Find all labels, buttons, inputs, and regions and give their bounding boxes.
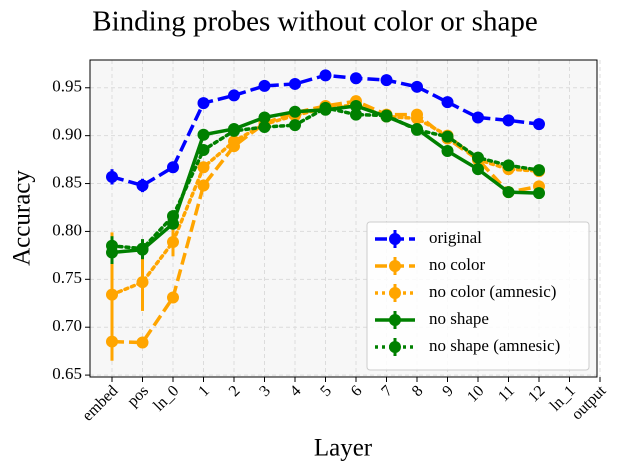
point <box>136 242 149 255</box>
point <box>136 336 149 349</box>
point <box>319 101 332 114</box>
point <box>350 108 362 121</box>
x-tick-label: 12 <box>525 382 548 405</box>
x-tick-label: 6 <box>348 382 366 400</box>
point <box>167 161 179 174</box>
point <box>197 161 210 174</box>
point <box>411 112 423 125</box>
point <box>502 114 515 127</box>
point <box>106 239 118 252</box>
x-tick-label: 2 <box>226 382 244 400</box>
y-tick-label: 0.70 <box>52 316 82 335</box>
point <box>136 276 149 289</box>
y-tick-label: 0.65 <box>52 364 82 383</box>
point <box>197 97 210 110</box>
point <box>350 99 362 112</box>
x-tick-label: pos <box>124 382 152 410</box>
legend-marker <box>389 233 401 245</box>
point <box>411 123 423 136</box>
point <box>533 164 545 177</box>
point <box>258 111 271 124</box>
point <box>167 291 179 304</box>
legend-box <box>366 221 590 371</box>
y-tick-label: 0.90 <box>52 125 82 144</box>
point <box>228 135 240 148</box>
point <box>289 119 301 132</box>
point <box>502 159 515 172</box>
point <box>197 128 210 141</box>
x-tick-label: 3 <box>256 382 274 400</box>
x-tick-label: output <box>568 382 609 423</box>
point <box>167 210 179 223</box>
point <box>441 144 454 157</box>
point <box>441 130 454 143</box>
y-tick-label: 0.85 <box>52 172 82 191</box>
point <box>197 144 210 157</box>
x-axis-label: Layer <box>314 435 373 462</box>
plot-frame <box>89 59 598 378</box>
x-tick-label: 11 <box>495 382 518 405</box>
x-tick-label: 4 <box>287 382 305 400</box>
point <box>319 69 332 82</box>
x-tick-label: 1 <box>195 382 213 400</box>
legend-label: no shape (amnesic) <box>429 336 560 355</box>
point <box>472 163 484 176</box>
x-tick-label: 7 <box>378 382 396 400</box>
point <box>533 118 545 131</box>
x-tick-label: ln_0 <box>150 382 182 414</box>
point <box>289 105 301 118</box>
point <box>106 170 118 183</box>
legend-label: original <box>429 228 482 247</box>
point <box>502 186 515 199</box>
point <box>136 179 149 192</box>
point <box>228 89 240 102</box>
legend-marker <box>389 287 401 299</box>
legend-marker <box>389 314 401 326</box>
point <box>258 79 271 92</box>
x-tick-label: 8 <box>409 382 427 400</box>
x-tick-label: embed <box>79 382 121 424</box>
y-tick-label: 0.95 <box>52 77 82 96</box>
legend-label: no color <box>429 255 486 274</box>
chart-title: Binding probes without color or shape <box>92 6 537 38</box>
legend-marker <box>389 341 401 353</box>
y-axis-label: Accuracy <box>9 170 36 266</box>
point <box>380 109 393 122</box>
point <box>441 96 454 109</box>
point <box>350 72 362 85</box>
point <box>106 288 118 301</box>
legend-label: no color (amnesic) <box>429 282 556 301</box>
x-tick-label: 9 <box>439 382 457 400</box>
point <box>167 235 179 248</box>
legend-marker <box>389 260 401 272</box>
point <box>411 80 423 93</box>
point <box>533 187 545 200</box>
x-tick-label: 5 <box>317 382 335 400</box>
y-tick-label: 0.80 <box>52 220 82 239</box>
point <box>472 151 484 164</box>
point <box>228 124 240 137</box>
point <box>289 77 301 90</box>
point <box>380 74 393 87</box>
y-tick-label: 0.75 <box>52 268 82 287</box>
point <box>472 111 484 124</box>
point <box>197 179 210 192</box>
x-tick-label: 10 <box>464 382 487 405</box>
point <box>258 121 271 134</box>
legend-label: no shape <box>429 309 489 328</box>
